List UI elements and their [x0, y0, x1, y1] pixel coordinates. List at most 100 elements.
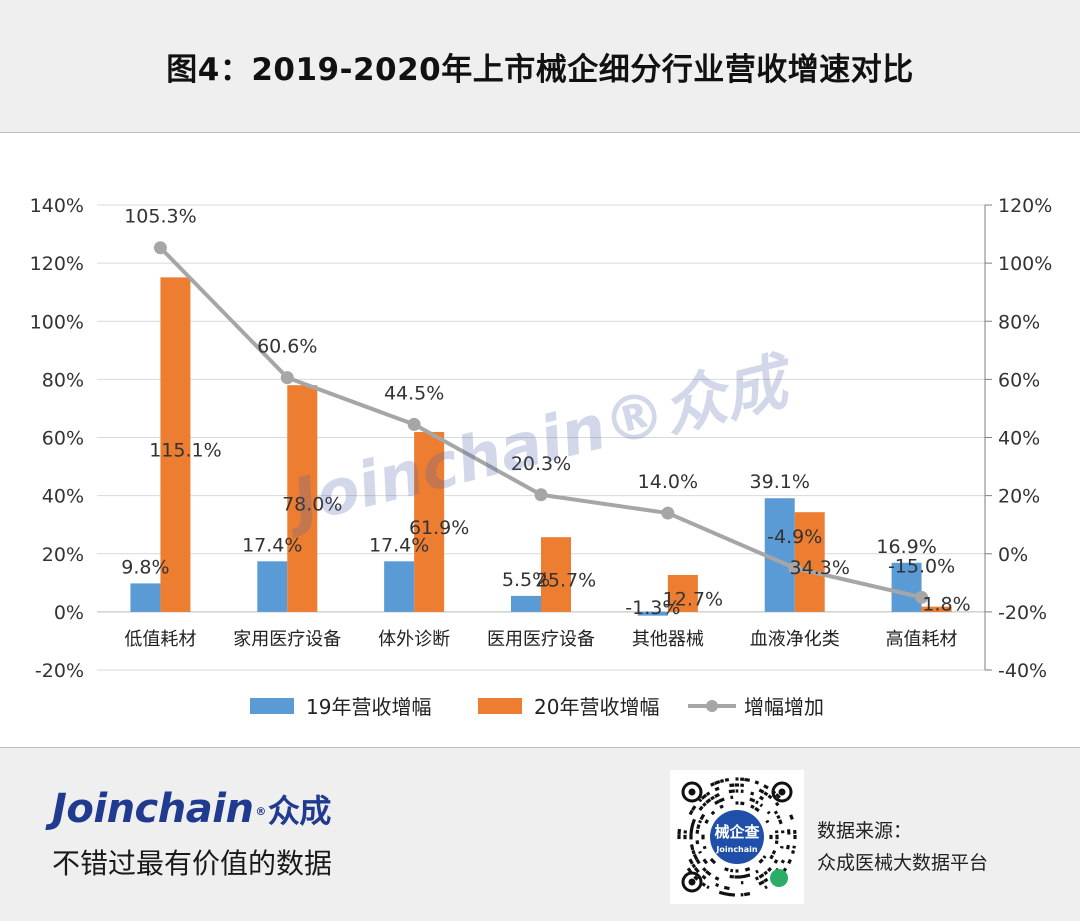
qr-dot — [740, 801, 745, 806]
qr-dot — [701, 882, 707, 887]
qr-finder-dot — [688, 788, 696, 796]
qr-dot — [786, 829, 791, 835]
qr-dot — [754, 780, 760, 785]
qr-dot — [755, 869, 759, 874]
qr-dot — [710, 782, 715, 787]
label-20-6: 1.8% — [922, 594, 970, 616]
qr-dot — [780, 845, 784, 849]
qr-dot — [749, 797, 756, 803]
qr-dot — [714, 876, 720, 881]
qr-dot — [693, 866, 700, 874]
qr-dot — [698, 819, 703, 824]
qr-dot — [764, 885, 768, 890]
bar-20-2 — [414, 431, 445, 612]
qr-dot — [766, 810, 771, 815]
label-19-3: 5.5% — [502, 569, 550, 591]
qr-dot — [763, 877, 769, 883]
line-point-6 — [915, 590, 929, 604]
qr-dot — [740, 789, 744, 794]
left-tick-label: 40% — [42, 486, 84, 508]
label-20-0: 115.1% — [149, 440, 221, 462]
label-line-5: -4.9% — [767, 526, 822, 548]
qr-dot — [710, 795, 715, 801]
label-19-0: 9.8% — [121, 556, 169, 578]
bar-19-6 — [891, 562, 922, 612]
qr-dot — [677, 834, 681, 840]
qr-dot — [715, 882, 720, 888]
watermark-text: Joinchain®众成 — [275, 343, 802, 541]
qr-dot — [689, 834, 693, 840]
qr-dot — [754, 876, 760, 881]
bar-19-3 — [511, 595, 541, 612]
qr-finder-dot — [688, 878, 696, 886]
qr-dot — [696, 824, 701, 830]
qr-dot — [705, 798, 712, 804]
qr-dot — [683, 834, 687, 840]
right-tick-label: 100% — [998, 253, 1052, 275]
bar-20-3 — [541, 537, 571, 612]
qr-dot — [702, 858, 709, 865]
right-tick-label: 120% — [998, 195, 1052, 217]
legend: 19年营收增幅 20年营收增幅 增幅增加 — [250, 695, 824, 719]
bar-19-2 — [384, 561, 415, 612]
combo-chart: -20% 0% 20% 40% 60% 80% 100% 120% 140% -40% -20% 0… — [30, 195, 1053, 719]
header: 图4：2019-2020年上市械企细分行业营收增速对比 — [0, 0, 1080, 133]
label-line-4: 14.0% — [638, 471, 698, 493]
qr-dot — [774, 801, 780, 807]
qr-dot — [774, 840, 779, 845]
category-label: 家用医疗设备 — [233, 629, 341, 650]
qr-finder — [681, 781, 703, 803]
qr-dot — [702, 867, 707, 872]
qr-dot — [714, 799, 720, 805]
legend-swatch-0 — [250, 698, 294, 714]
qr-dot — [692, 853, 699, 861]
line-point-3 — [534, 488, 548, 502]
qr-finder — [771, 781, 793, 803]
qr-dot — [724, 892, 730, 897]
qr-dot — [771, 849, 777, 855]
line-point-2 — [407, 417, 421, 431]
qr-dot — [750, 804, 755, 809]
line-point-1 — [280, 371, 294, 385]
qr-dot — [698, 850, 702, 854]
qr-dot — [754, 806, 760, 813]
qr-dot — [688, 809, 694, 816]
qr-dot — [735, 801, 739, 805]
qr-center-sublabel: Joinchain — [715, 845, 757, 854]
bar-19-1 — [257, 561, 288, 612]
source-label: 数据来源： — [817, 820, 913, 842]
qr-dot — [763, 784, 769, 790]
qr-dot — [728, 892, 736, 897]
qr-dot — [691, 818, 696, 825]
qr-dot — [769, 854, 774, 860]
category-label: 高值耗材 — [886, 629, 958, 650]
chart-area: -20% 0% 20% 40% 60% 80% 100% 120% 140% -40% -20% 0… — [0, 133, 1080, 747]
qr-dot — [702, 845, 707, 850]
bar-19-4 — [637, 611, 668, 616]
label-20-1: 78.0% — [282, 494, 342, 516]
line-series — [153, 241, 929, 604]
qr-dot — [719, 778, 725, 783]
qr-dot — [744, 867, 751, 872]
qr-code[interactable]: 械企查 Joinchain — [670, 770, 804, 904]
label-19-1: 17.4% — [242, 534, 302, 556]
qr-dot — [763, 870, 768, 876]
qr-dot — [729, 874, 735, 879]
qr-dot — [714, 780, 721, 785]
qr-dot — [735, 869, 739, 873]
qr-dot — [705, 791, 711, 797]
right-axis: -40% -20% 0% 20% 40% 60% 80% 100% 120% — [984, 195, 1052, 682]
data-labels: 9.8%115.1%105.3%17.4%78.0%60.6%17.4%61.9… — [121, 206, 970, 619]
qr-dot — [695, 829, 700, 834]
qr-dot — [691, 805, 697, 812]
qr-dot — [728, 789, 735, 794]
qr-dot — [729, 783, 735, 788]
qr-dot — [718, 797, 725, 803]
left-tick-label: 140% — [30, 195, 84, 217]
qr-dot — [762, 855, 767, 859]
source-value: 众成医械大数据平台 — [817, 852, 989, 874]
category-label: 体外诊断 — [378, 629, 450, 650]
qr-dot — [683, 830, 687, 834]
qr-dot — [789, 814, 794, 821]
qr-dot — [773, 859, 779, 864]
